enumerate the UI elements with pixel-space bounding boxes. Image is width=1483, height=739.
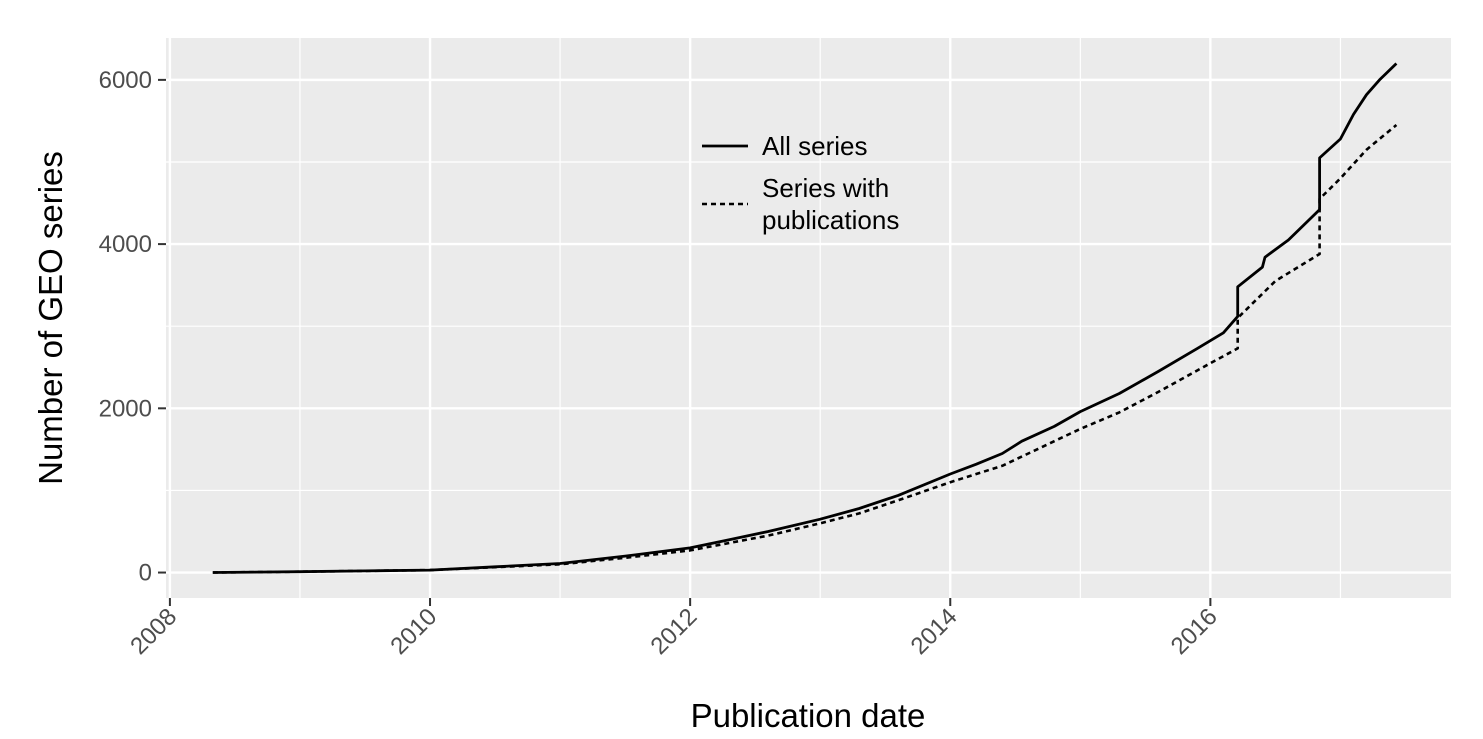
y-tick-label: 0 xyxy=(139,560,152,587)
x-axis-title: Publication date xyxy=(691,697,926,734)
major-gridlines xyxy=(166,38,1451,598)
legend-label-all-series: All series xyxy=(762,131,867,161)
x-tick-label: 2016 xyxy=(1166,603,1223,660)
x-tick-label: 2008 xyxy=(125,603,182,660)
series-line-with-publications xyxy=(212,123,1398,574)
y-tick-label: 2000 xyxy=(99,395,152,422)
y-tick-label: 4000 xyxy=(99,231,152,258)
plot-panel xyxy=(166,38,1451,598)
minor-gridlines xyxy=(166,38,1451,598)
series-layer xyxy=(212,62,1398,574)
x-tick-label: 2012 xyxy=(646,603,703,660)
x-tick-label: 2014 xyxy=(906,603,963,660)
legend-label-series-with-publications: publications xyxy=(762,205,899,235)
y-axis-title: Number of GEO series xyxy=(32,151,69,485)
y-tick-label: 6000 xyxy=(99,67,152,94)
legend-label-series-with-publications: Series with xyxy=(762,173,889,203)
x-tick-label: 2010 xyxy=(385,603,442,660)
series-line-all xyxy=(212,62,1398,574)
